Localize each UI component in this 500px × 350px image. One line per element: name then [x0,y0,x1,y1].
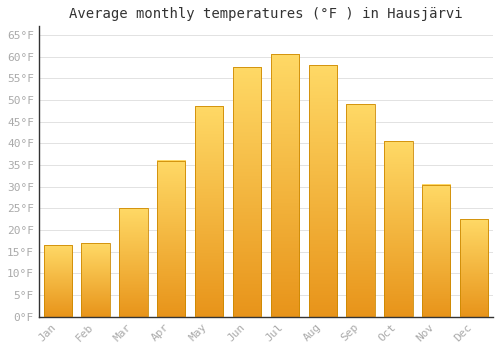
Bar [157,161,186,317]
Bar [119,208,148,317]
Bar [422,184,450,317]
Bar [460,219,488,317]
Bar [44,245,72,317]
Bar [82,243,110,317]
Bar [195,106,224,317]
Bar [346,104,375,317]
Bar [233,68,261,317]
Title: Average monthly temperatures (°F ) in Hausjärvi: Average monthly temperatures (°F ) in Ha… [69,7,462,21]
Bar [384,141,412,317]
Bar [308,65,337,317]
Bar [270,55,299,317]
